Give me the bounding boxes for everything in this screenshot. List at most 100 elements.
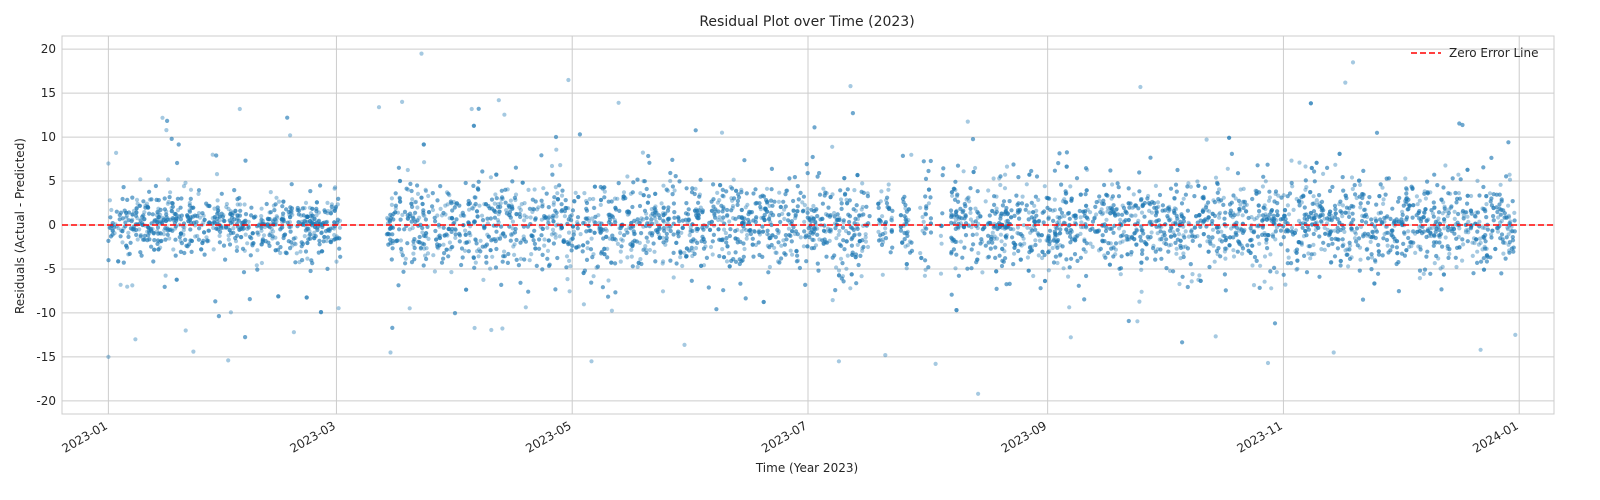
data-point	[1137, 170, 1142, 175]
data-point	[836, 268, 842, 273]
data-point	[1015, 230, 1020, 236]
data-point	[1297, 160, 1302, 165]
data-point	[701, 263, 707, 268]
data-point	[112, 231, 117, 236]
data-point	[697, 208, 702, 213]
data-point	[1231, 211, 1236, 216]
data-point	[825, 226, 831, 231]
data-point	[1198, 278, 1203, 283]
data-point	[1002, 212, 1007, 217]
data-point	[794, 248, 799, 253]
data-point	[1069, 229, 1075, 234]
data-point	[1369, 252, 1374, 257]
data-point	[1409, 184, 1414, 189]
data-point	[224, 224, 229, 230]
data-point	[1217, 215, 1222, 220]
data-point	[807, 216, 812, 221]
data-point	[1010, 235, 1015, 240]
data-point	[924, 226, 929, 231]
data-point	[1340, 203, 1345, 208]
data-point	[1365, 246, 1370, 251]
data-point	[121, 226, 126, 231]
data-point	[820, 216, 825, 221]
data-point	[1505, 227, 1511, 232]
data-point	[161, 217, 166, 222]
data-point	[1138, 238, 1144, 243]
data-point	[948, 208, 954, 213]
data-point	[171, 218, 176, 223]
data-point	[1294, 196, 1299, 202]
data-point	[232, 188, 237, 193]
data-point	[473, 260, 478, 265]
data-point	[1475, 178, 1480, 183]
data-point	[1223, 256, 1228, 261]
data-point	[1120, 203, 1125, 208]
data-point	[434, 237, 439, 242]
data-point	[502, 254, 507, 259]
data-point	[1137, 170, 1142, 175]
data-point	[1389, 232, 1394, 237]
data-point	[1465, 214, 1470, 219]
data-point	[536, 205, 541, 210]
data-point	[551, 219, 556, 224]
data-point	[1293, 228, 1299, 233]
data-point	[756, 240, 761, 245]
data-point	[332, 186, 337, 191]
data-point	[423, 253, 428, 258]
data-point	[468, 233, 473, 238]
data-point	[1373, 259, 1378, 264]
data-point	[953, 266, 958, 271]
data-point	[826, 205, 831, 210]
data-point	[684, 254, 689, 259]
data-point	[906, 218, 911, 223]
data-point	[1356, 236, 1362, 241]
data-point	[1450, 225, 1455, 230]
data-point	[1172, 210, 1177, 215]
data-point	[1060, 244, 1065, 249]
data-point	[130, 212, 135, 217]
data-point	[647, 231, 652, 236]
data-point	[805, 244, 810, 249]
data-point	[1040, 255, 1045, 261]
data-point	[953, 179, 958, 184]
data-point	[1454, 264, 1459, 270]
data-point	[1198, 218, 1203, 223]
data-point	[860, 248, 865, 253]
data-point	[644, 186, 649, 192]
data-point	[1403, 176, 1408, 181]
data-point	[1155, 231, 1160, 236]
data-point	[958, 206, 963, 211]
data-point	[641, 179, 646, 184]
data-point	[325, 200, 330, 205]
data-point	[1314, 198, 1319, 203]
data-point	[716, 217, 721, 223]
data-point	[877, 221, 882, 226]
data-point	[777, 213, 782, 218]
data-point	[1055, 220, 1060, 225]
data-point	[1416, 244, 1421, 249]
data-point	[626, 211, 632, 216]
data-point	[245, 241, 250, 246]
data-point	[672, 210, 677, 215]
data-point	[880, 237, 886, 242]
data-point	[211, 219, 216, 224]
data-point	[171, 217, 176, 222]
data-point	[1124, 237, 1129, 242]
data-point	[1442, 206, 1447, 211]
data-point	[1369, 252, 1374, 257]
data-point	[1111, 203, 1116, 208]
data-point	[329, 202, 334, 207]
data-point	[1506, 203, 1511, 208]
data-point	[761, 299, 766, 305]
data-point	[599, 226, 604, 231]
data-point	[672, 188, 677, 193]
data-point	[520, 238, 525, 243]
data-point	[1365, 200, 1371, 205]
data-point	[288, 215, 293, 220]
data-point	[949, 190, 955, 195]
data-point	[271, 203, 276, 208]
data-point	[148, 226, 153, 231]
data-point	[1181, 216, 1186, 221]
data-point	[682, 342, 687, 347]
data-point	[1507, 177, 1513, 182]
